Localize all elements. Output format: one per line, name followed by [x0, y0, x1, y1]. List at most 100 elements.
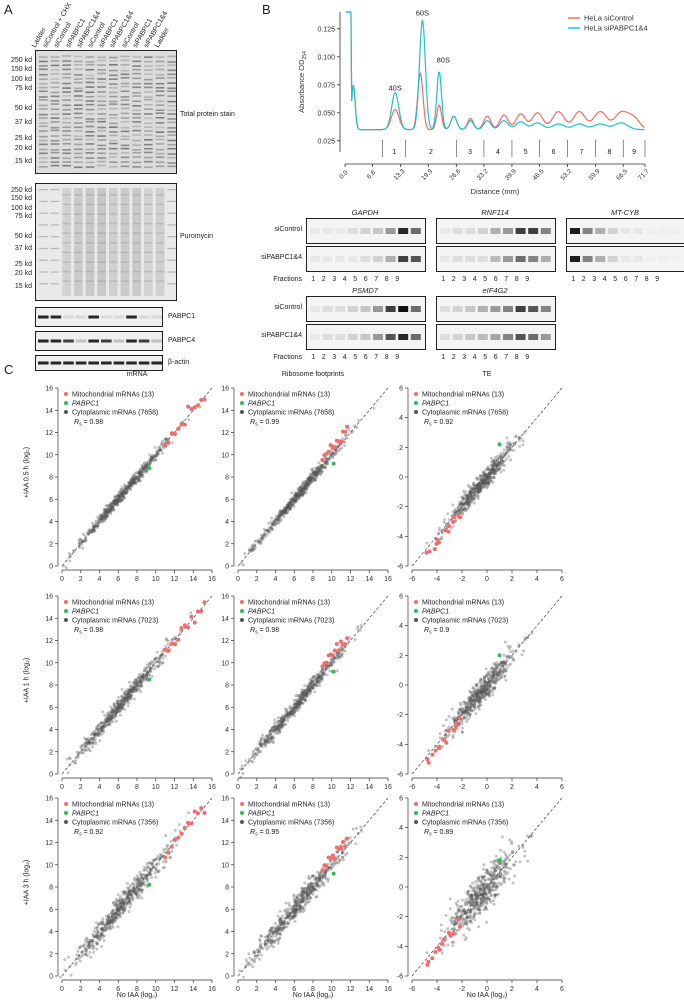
- cyto-point: [294, 920, 297, 923]
- cyto-point: [130, 894, 133, 897]
- marker-label: 75 kd: [0, 85, 32, 92]
- cyto-point: [480, 899, 483, 902]
- cyto-point: [117, 491, 120, 494]
- cyto-point: [150, 873, 153, 876]
- cyto-point: [241, 764, 244, 767]
- cyto-point: [111, 716, 114, 719]
- pabpc1-label: PABPC1: [168, 313, 195, 320]
- cyto-point: [442, 724, 445, 727]
- pabpc1-point: [147, 466, 151, 470]
- cyto-point: [281, 724, 284, 727]
- cyto-point: [140, 889, 143, 892]
- cyto-point: [113, 706, 116, 709]
- cyto-point: [465, 706, 468, 709]
- cyto-point: [286, 711, 289, 714]
- pabpc1-point: [332, 872, 336, 876]
- cyto-point: [162, 867, 165, 870]
- cyto-point: [278, 937, 281, 940]
- cyto-point: [479, 691, 482, 694]
- cyto-point: [279, 919, 282, 922]
- cyto-point: [329, 865, 332, 868]
- cyto-point: [480, 486, 483, 489]
- cyto-point: [448, 518, 451, 521]
- cyto-point: [244, 759, 247, 762]
- fraction-number: 2: [449, 354, 460, 361]
- mito-point: [163, 855, 167, 859]
- cyto-point: [360, 830, 363, 833]
- cyto-point: [318, 876, 321, 879]
- cyto-point: [474, 880, 477, 883]
- cyto-point: [493, 476, 496, 479]
- cyto-point: [96, 936, 99, 939]
- y-axis-label: +IAA 0.5 h (log₂): [24, 438, 31, 508]
- cyto-point: [470, 488, 473, 491]
- column-title: mRNA: [62, 371, 212, 378]
- cyto-point: [354, 638, 357, 641]
- cyto-point: [464, 921, 467, 924]
- cyto-point: [120, 706, 123, 709]
- cyto-point: [69, 757, 72, 760]
- cyto-point: [174, 829, 177, 832]
- cyto-point: [67, 771, 70, 774]
- cyto-point: [154, 871, 157, 874]
- cyto-point: [472, 709, 475, 712]
- legend-text: PABPC1: [72, 401, 99, 408]
- cyto-point: [114, 920, 117, 923]
- cyto-point: [260, 537, 263, 540]
- cyto-point: [67, 956, 70, 959]
- mito-point: [345, 837, 349, 841]
- cyto-point: [310, 686, 313, 689]
- cyto-point: [133, 877, 136, 880]
- cyto-point: [352, 828, 355, 831]
- cyto-point: [124, 485, 127, 488]
- cyto-point: [292, 911, 295, 914]
- cyto-point: [477, 497, 480, 500]
- cyto-point: [132, 887, 135, 890]
- legend-text: PABPC1: [422, 401, 449, 408]
- cyto-point: [132, 890, 135, 893]
- cyto-point: [523, 855, 526, 858]
- cyto-point: [131, 479, 134, 482]
- cyto-point: [494, 456, 497, 459]
- legend-text: PABPC1: [422, 811, 449, 818]
- cyto-point: [85, 937, 88, 940]
- mito-point: [339, 846, 343, 850]
- fraction-number: 2: [449, 276, 460, 283]
- cyto-point: [304, 489, 307, 492]
- cyto-point: [82, 533, 85, 536]
- cyto-point: [461, 727, 464, 730]
- cyto-point: [271, 523, 274, 526]
- fraction-blot: [436, 296, 556, 322]
- cyto-point: [348, 428, 351, 431]
- cyto-point: [244, 966, 247, 969]
- mito-point: [173, 432, 177, 436]
- cyto-point: [126, 886, 129, 889]
- cyto-point: [280, 917, 283, 920]
- cyto-point: [301, 484, 304, 487]
- cyto-point: [511, 656, 514, 659]
- cyto-point: [277, 515, 280, 518]
- cyto-point: [187, 811, 190, 814]
- fraction-number: 7: [631, 276, 642, 283]
- rs-value: Rs = 0.99: [250, 419, 279, 428]
- cyto-point: [131, 475, 134, 478]
- cyto-point: [469, 914, 472, 917]
- cyto-point: [90, 940, 93, 943]
- cyto-point: [103, 723, 106, 726]
- cyto-point: [141, 467, 144, 470]
- cyto-point: [83, 737, 86, 740]
- fraction-number: 7: [501, 276, 512, 283]
- cyto-point: [503, 675, 506, 678]
- cyto-point: [295, 709, 298, 712]
- fraction-number: 4: [340, 354, 351, 361]
- cyto-point: [342, 851, 345, 854]
- cyto-point: [279, 910, 282, 913]
- cyto-point: [288, 904, 291, 907]
- cyto-point: [116, 700, 119, 703]
- cyto-point: [338, 448, 341, 451]
- cyto-point: [241, 772, 244, 775]
- mito-point: [325, 864, 329, 868]
- cyto-point: [308, 476, 311, 479]
- cyto-point: [485, 902, 488, 905]
